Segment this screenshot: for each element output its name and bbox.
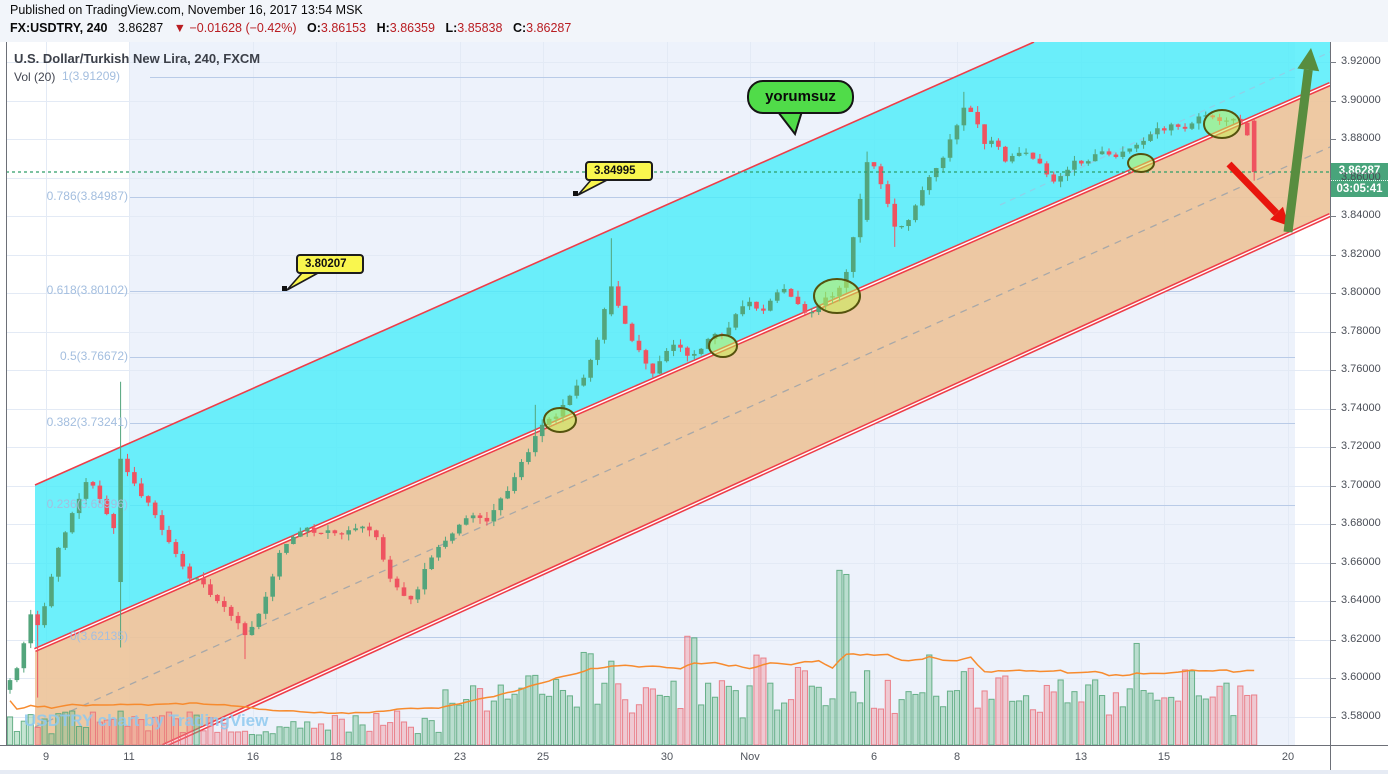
time-axis-tick: 15 (1157, 751, 1171, 763)
snapshot-header: Published on TradingView.com, November 1… (0, 0, 1388, 42)
price-axis-tick: 3.60000 (1341, 671, 1381, 683)
fib-level-label: 0.786(3.84987) (46, 189, 128, 203)
price-axis-tick: 3.66000 (1341, 556, 1381, 568)
open-label: O: (307, 21, 321, 35)
quote-line: FX:USDTRY, 240 3.86287 ▼ −0.01628 (−0.42… (10, 21, 571, 35)
fib-level-label: 0.236(3.68996) (46, 497, 128, 511)
time-axis-tick: 6 (870, 751, 878, 763)
channel-lower-fill (35, 84, 1330, 746)
price-axis-tick: 3.84000 (1341, 209, 1381, 221)
volume-indicator-label[interactable]: Vol (20) (14, 70, 56, 84)
current-price-axis-label: 3.86287 (1331, 163, 1388, 180)
highlight-ellipse[interactable] (708, 334, 738, 358)
price-axis-tick: 3.78000 (1341, 325, 1381, 337)
close-label: C: (512, 21, 527, 35)
price-axis-tick: 3.76000 (1341, 363, 1381, 375)
change-direction-icon: ▼ (173, 21, 187, 35)
time-axis-tick: 25 (536, 751, 550, 763)
fib-level-label: 0.382(3.73241) (46, 415, 128, 429)
time-axis-tick: 18 (329, 751, 343, 763)
highlight-ellipse[interactable] (813, 278, 861, 314)
bar-countdown-label: 03:05:41 (1331, 180, 1388, 197)
price-axis-tick: 3.70000 (1341, 479, 1381, 491)
price-callout-3.80207[interactable]: 3.80207 (296, 254, 364, 274)
callout-anchor-point (282, 286, 287, 291)
volume-ma-line (9, 653, 1255, 715)
fib-level-label: 0.618(3.80102) (46, 283, 128, 297)
up-arrow[interactable] (1297, 48, 1320, 72)
price-axis-tick: 3.74000 (1341, 402, 1381, 414)
time-axis-tick: Nov (740, 751, 760, 763)
price-axis-tick: 3.64000 (1341, 594, 1381, 606)
highlight-ellipse[interactable] (1203, 109, 1241, 139)
plot-area[interactable] (6, 42, 1330, 746)
price-axis-tick: 3.72000 (1341, 440, 1381, 452)
highlight-ellipse[interactable] (543, 407, 577, 433)
price-callout-3.84995[interactable]: 3.84995 (585, 161, 653, 181)
candles (7, 91, 1257, 698)
chart-title: U.S. Dollar/Turkish New Lira, 240, FXCM (14, 51, 261, 66)
fib-level-label: 0.5(3.76672) (59, 349, 128, 363)
price-axis-tick: 3.58000 (1341, 710, 1381, 722)
close-value: 3.86287 (526, 21, 572, 35)
last-price: 3.86287 (117, 21, 164, 35)
time-axis-tick: 8 (953, 751, 961, 763)
fib-level-label: 1(3.91209) (62, 69, 121, 83)
time-axis-tick: 9 (42, 751, 50, 763)
time-axis-tick: 23 (453, 751, 467, 763)
price-axis-tick: 3.68000 (1341, 517, 1381, 529)
low-label: L: (445, 21, 458, 35)
price-change: −0.01628 (−0.42%) (189, 21, 297, 35)
open-value: 3.86153 (320, 21, 367, 35)
time-axis-tick: 20 (1281, 751, 1295, 763)
callout-anchor-point (573, 191, 578, 196)
price-axis-tick: 3.86000 (1341, 171, 1381, 183)
time-axis-tick: 11 (123, 751, 135, 763)
price-axis-tick: 3.80000 (1341, 286, 1381, 298)
volume-bars (6, 569, 1258, 746)
down-arrow[interactable] (1270, 206, 1289, 226)
time-axis-tick: 13 (1074, 751, 1088, 763)
price-axis-tick: 3.90000 (1341, 94, 1381, 106)
price-axis-tick: 3.82000 (1341, 248, 1381, 260)
high-label: H: (376, 21, 390, 35)
price-axis-tick: 3.92000 (1341, 55, 1381, 67)
fib-level-label: 0(3.62135) (69, 629, 128, 643)
symbol-name: FX:USDTRY, 240 (10, 21, 108, 35)
price-axis-tick: 3.88000 (1341, 132, 1381, 144)
tradingview-watermark-link[interactable]: USDTRY chart by TradingView (24, 711, 269, 730)
high-value: 3.86359 (389, 21, 435, 35)
price-axis-tick: 3.62000 (1341, 633, 1381, 645)
speech-bubble-yorumsuz[interactable]: yorumsuz (747, 80, 854, 114)
low-value: 3.85838 (457, 21, 503, 35)
time-axis-tick: 16 (246, 751, 260, 763)
time-axis-tick: 30 (660, 751, 674, 763)
highlight-ellipse[interactable] (1127, 153, 1155, 173)
published-line: Published on TradingView.com, November 1… (10, 3, 363, 17)
